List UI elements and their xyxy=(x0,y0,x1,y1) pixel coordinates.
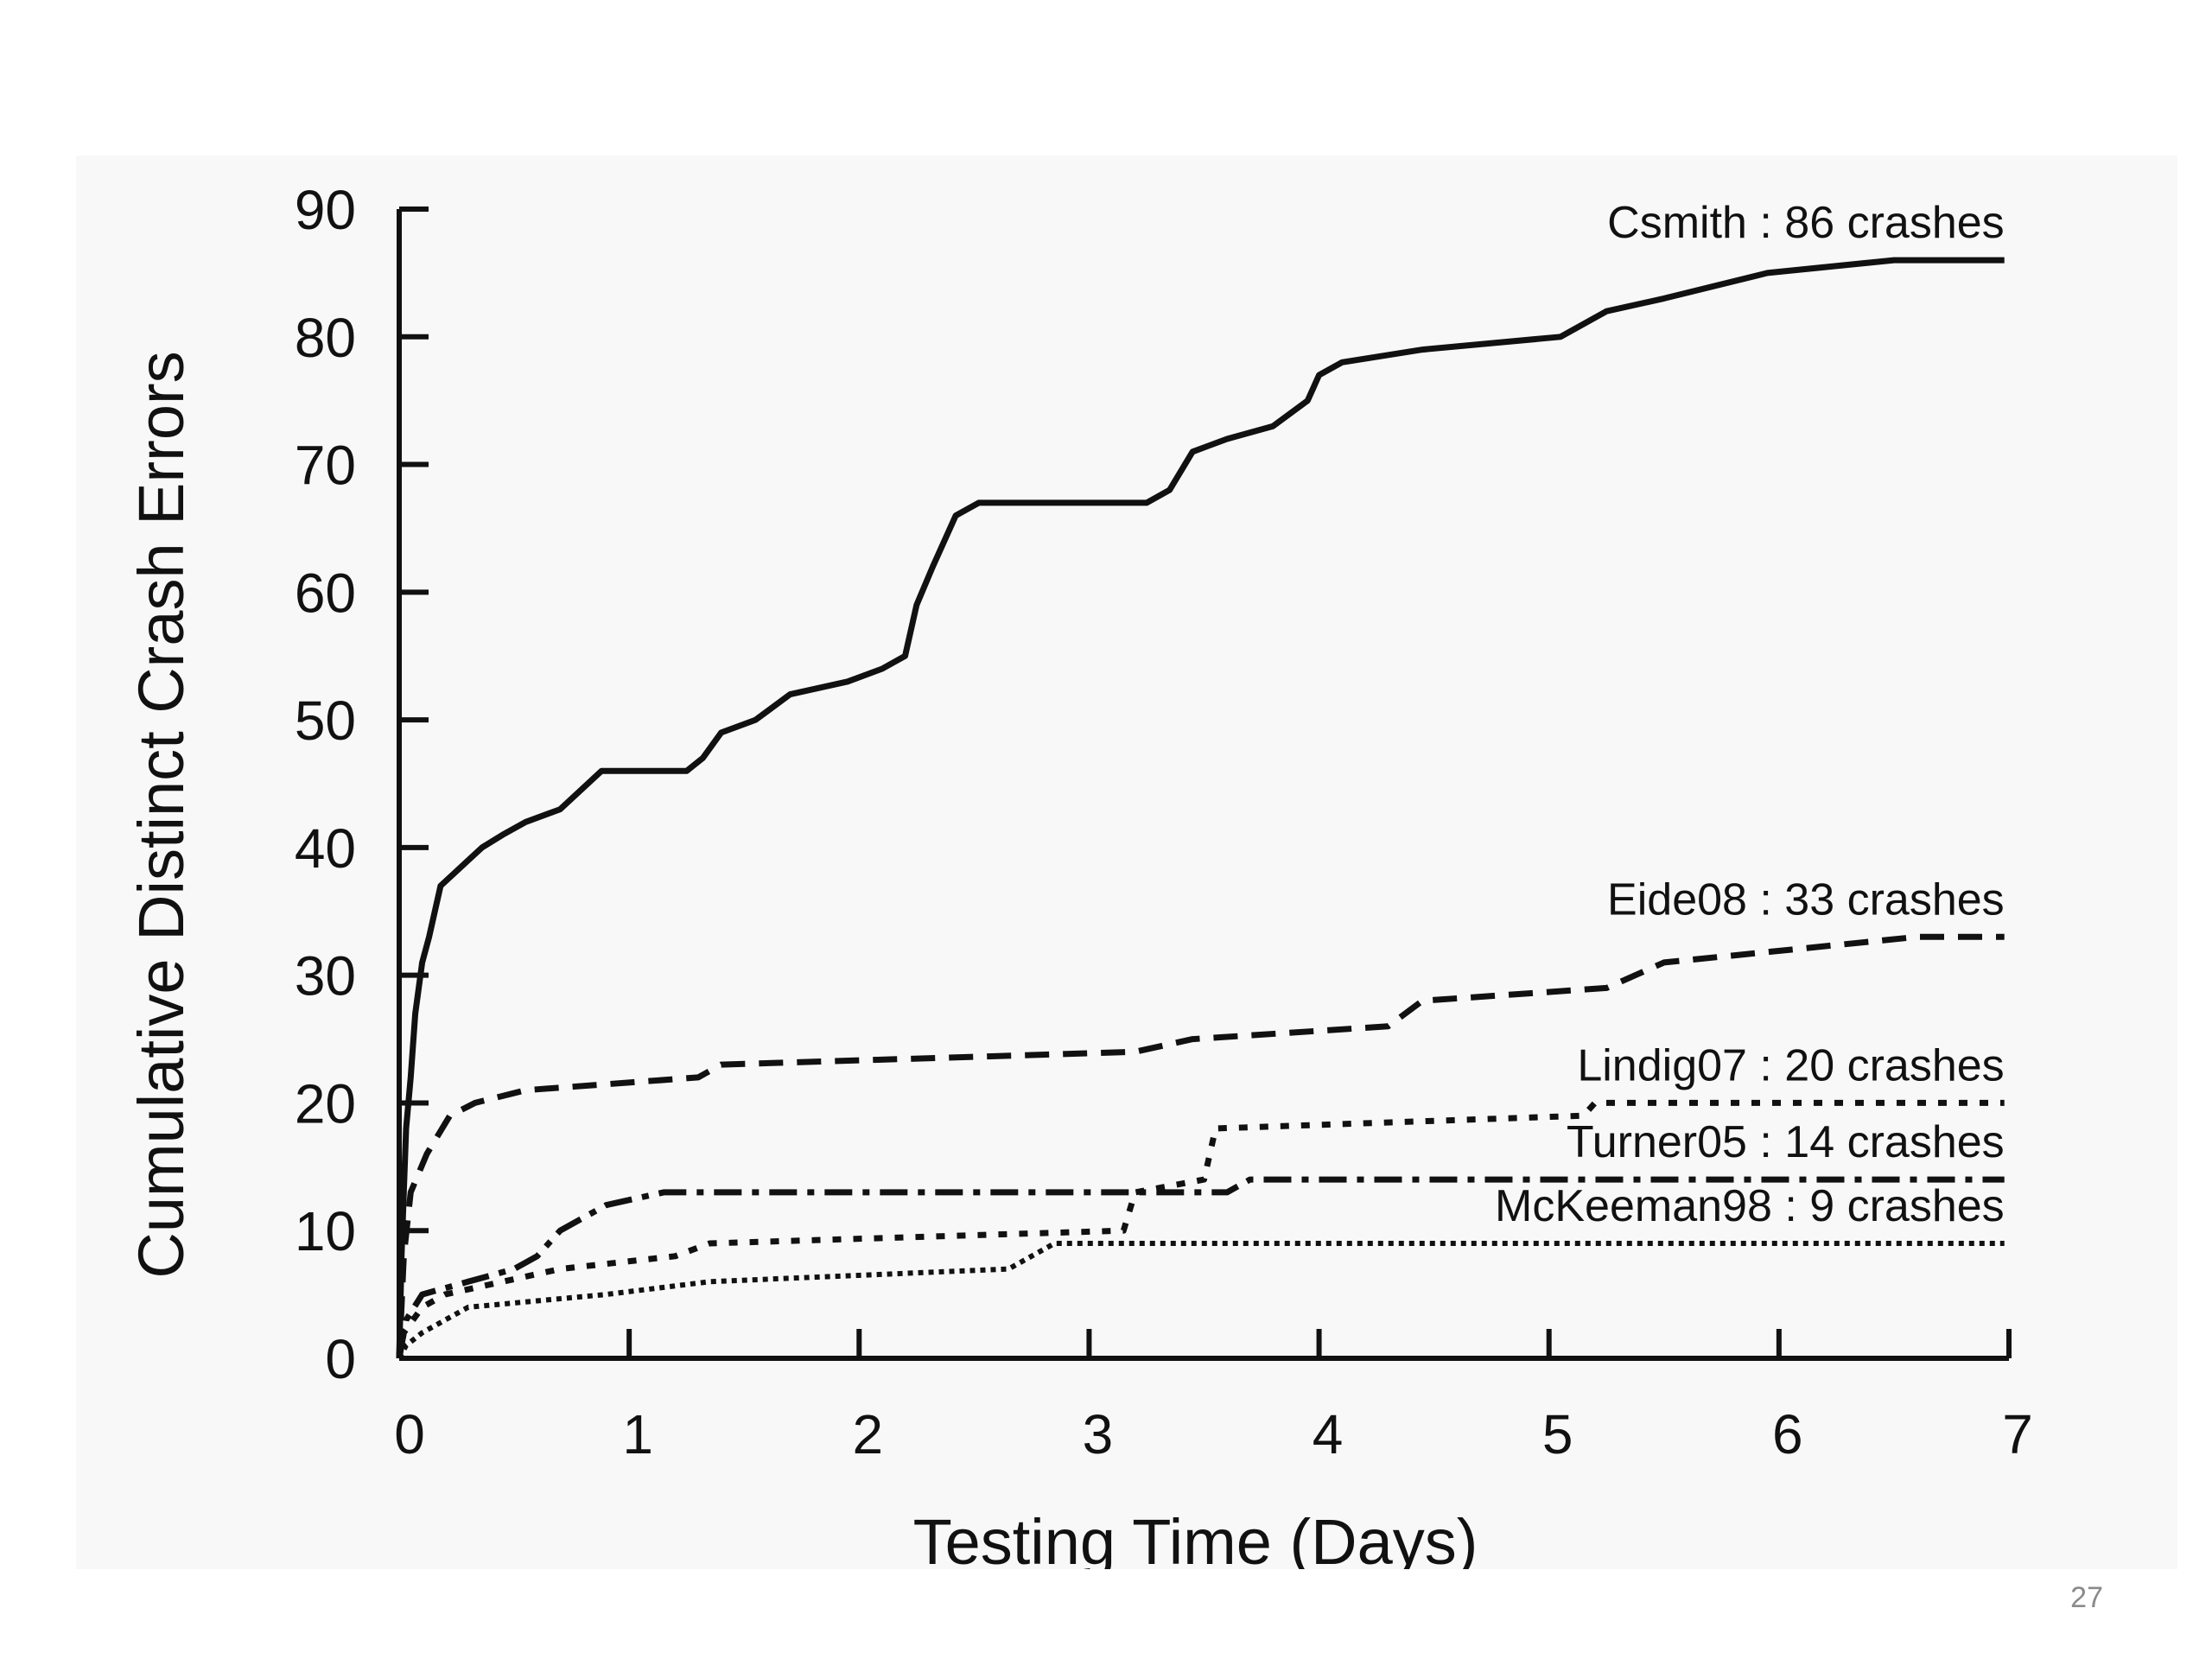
x-tick-label: 6 xyxy=(1772,1403,1803,1465)
figure-panel: 0 1 2 3 4 5 6 7 0 10 20 30 40 50 60 70 80 90 Csmith : 86 … xyxy=(76,156,2177,1569)
x-tick-label: 3 xyxy=(1083,1403,1114,1465)
y-tick-label: 20 xyxy=(295,1072,356,1135)
y-tick-label: 70 xyxy=(295,435,356,497)
x-tick-label: 7 xyxy=(2002,1403,2033,1465)
x-tick-label: 5 xyxy=(1542,1403,1573,1465)
y-tick-label: 80 xyxy=(295,307,356,369)
series-line-lindig07 xyxy=(396,1099,2005,1359)
series-line-csmith xyxy=(396,257,2005,1359)
x-axis-title: Testing Time (Days) xyxy=(913,1506,1478,1569)
series-line-eide08 xyxy=(396,933,2005,1359)
slide-number: 27 xyxy=(2070,1581,2103,1614)
x-tick-label: 0 xyxy=(394,1403,425,1465)
y-tick-label: 10 xyxy=(295,1200,356,1262)
x-tick-label: 1 xyxy=(622,1403,653,1465)
y-tick-label: 30 xyxy=(295,945,356,1007)
y-axis-title: Cumulative Distinct Crash Errors xyxy=(125,351,197,1278)
series-line-mckeeman98 xyxy=(397,1241,2005,1360)
y-tick-label: 0 xyxy=(325,1328,356,1390)
y-tick-label: 90 xyxy=(295,179,356,241)
y-tick-label: 60 xyxy=(295,562,356,624)
series-lines xyxy=(396,257,2005,1360)
series-labels: Csmith : 86 crashes Eide08 : 33 crashes Li… xyxy=(1495,198,2005,1231)
series-line-turner05 xyxy=(396,1176,2005,1359)
series-label-eide08: Eide08 : 33 crashes xyxy=(1607,874,2005,925)
x-tick-label: 4 xyxy=(1313,1403,1344,1465)
series-label-turner05: Turner05 : 14 crashes xyxy=(1567,1117,2005,1167)
y-tick-label: 50 xyxy=(295,690,356,752)
series-label-lindig07: Lindig07 : 20 crashes xyxy=(1577,1040,2004,1090)
x-tick-label: 2 xyxy=(852,1403,883,1465)
series-label-csmith: Csmith : 86 crashes xyxy=(1607,198,2005,248)
y-tick-label: 40 xyxy=(295,817,356,880)
series-label-mckeeman98: McKeeman98 : 9 crashes xyxy=(1495,1181,2005,1231)
